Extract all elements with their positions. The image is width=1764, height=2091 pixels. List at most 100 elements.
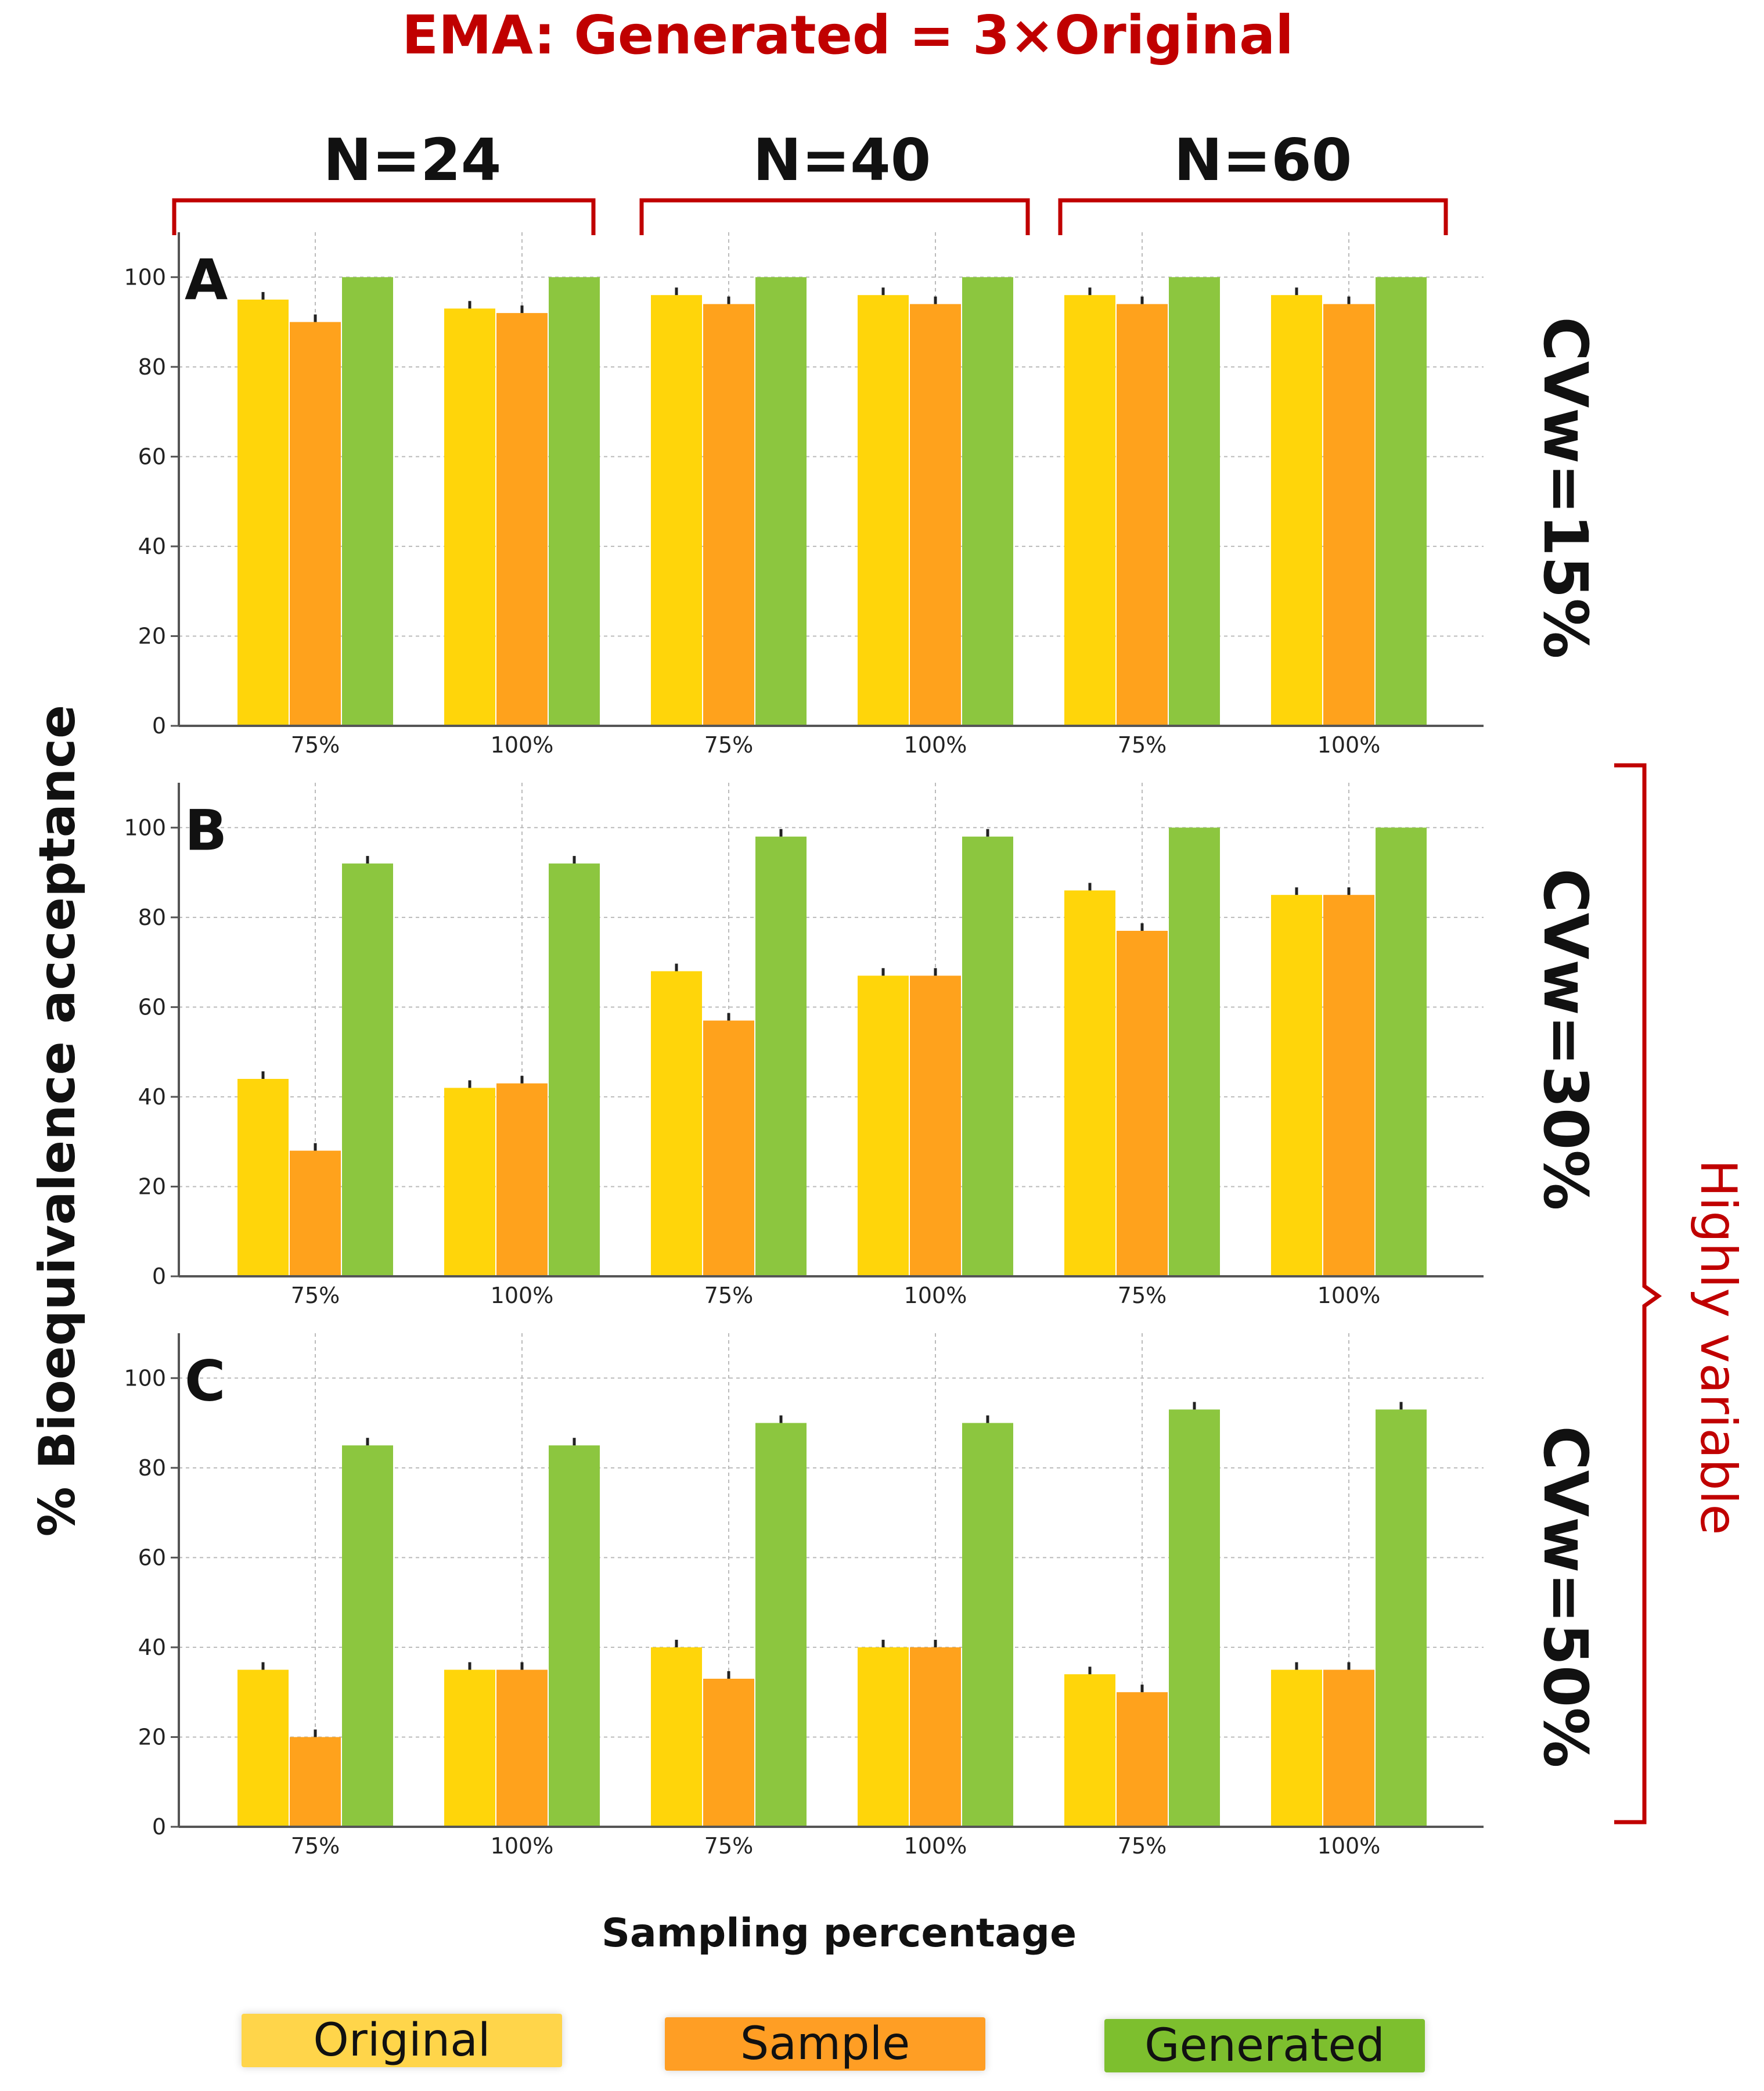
- x-tick-label: 100%: [491, 1283, 554, 1308]
- bar-original: [858, 1647, 909, 1827]
- cv-label-c: CVw=50%: [1530, 1426, 1601, 1768]
- panel-letter-b: B: [185, 798, 227, 863]
- y-axis-label: % Bioequivalence acceptance: [28, 705, 87, 1537]
- y-tick-label: 0: [152, 713, 166, 739]
- group-label-n40: N=40: [753, 126, 931, 194]
- highly-variable-bracket: [1614, 763, 1662, 1824]
- x-tick-label: 75%: [1118, 732, 1167, 758]
- bar-generated: [962, 277, 1013, 726]
- x-tick-label: 100%: [1317, 1833, 1381, 1859]
- panel-c: 75% 100% 75% 100% 75% 100% 0 20 40 60 80 100 C CVw=50…: [124, 1333, 1601, 1859]
- x-tick-label: 75%: [291, 1283, 340, 1308]
- bar-original: [1064, 1674, 1115, 1827]
- x-tick-label: 100%: [904, 1283, 967, 1308]
- y-tick-label: 40: [138, 1635, 166, 1660]
- bar-generated: [549, 1445, 600, 1827]
- bar-original: [444, 1088, 495, 1276]
- legend-generated-label: Generated: [1144, 2020, 1385, 2072]
- y-tick-label: 80: [138, 905, 166, 930]
- bar-generated: [1376, 277, 1427, 726]
- y-tick-label: 60: [138, 994, 166, 1020]
- bar-original: [1271, 295, 1322, 726]
- y-tick-label: 40: [138, 534, 166, 559]
- bar-sample: [1117, 931, 1168, 1276]
- legend-generated: Generated: [1104, 2019, 1425, 2072]
- y-tick-label: 20: [138, 1174, 166, 1199]
- y-tick-label: 100: [124, 1365, 166, 1391]
- bar-original: [651, 295, 702, 726]
- bar-generated: [342, 1445, 393, 1827]
- y-tick-label: 100: [124, 264, 166, 290]
- y-tick-label: 20: [138, 1724, 166, 1750]
- y-tick-label: 100: [124, 815, 166, 840]
- bar-sample: [496, 1669, 548, 1827]
- x-tick-label: 75%: [291, 732, 340, 758]
- x-tick-label: 100%: [904, 1833, 967, 1859]
- x-tick-label: 75%: [704, 1833, 753, 1859]
- x-tick-label: 75%: [704, 1283, 753, 1308]
- bar-generated: [962, 1423, 1013, 1827]
- x-tick-label: 100%: [1317, 1283, 1381, 1308]
- y-tick-label: 60: [138, 444, 166, 469]
- group-label-n60: N=60: [1174, 126, 1352, 194]
- cv-label-b: CVw=30%: [1530, 869, 1601, 1211]
- bar-sample: [910, 1647, 961, 1827]
- legend-original-label: Original: [313, 2014, 491, 2067]
- bar-original: [237, 1079, 289, 1276]
- legend-original: Original: [242, 2014, 562, 2067]
- bar-sample: [290, 1150, 341, 1276]
- x-tick-label: 75%: [1118, 1283, 1167, 1308]
- group-bracket-n60: [1058, 198, 1448, 235]
- bar-sample: [1117, 1692, 1168, 1827]
- panel-letter-a: A: [185, 247, 228, 312]
- x-tick-label: 75%: [1118, 1833, 1167, 1859]
- group-bracket-n40: [639, 198, 1030, 235]
- bar-generated: [962, 836, 1013, 1276]
- bar-sample: [1323, 895, 1374, 1276]
- chart-title: EMA: Generated = 3×Original: [402, 4, 1293, 66]
- bar-generated: [1376, 827, 1427, 1276]
- bar-original: [1271, 895, 1322, 1276]
- legend-sample-label: Sample: [740, 2018, 910, 2070]
- bar-original: [444, 308, 495, 726]
- cv-label-a: CVw=15%: [1530, 317, 1601, 659]
- bar-original: [237, 1669, 289, 1827]
- bar-sample: [496, 313, 548, 726]
- bar-original: [237, 299, 289, 726]
- bar-sample: [290, 322, 341, 726]
- group-label-n24: N=24: [323, 126, 502, 194]
- bar-generated: [1169, 277, 1220, 726]
- bar-generated: [755, 1423, 807, 1827]
- bar-original: [651, 971, 702, 1276]
- y-tick-label: 80: [138, 1455, 166, 1481]
- x-axis-label: Sampling percentage: [602, 1910, 1077, 1956]
- x-tick-label: 100%: [904, 732, 967, 758]
- bar-sample: [1323, 304, 1374, 726]
- bar-generated: [1169, 827, 1220, 1276]
- legend-sample: Sample: [665, 2017, 985, 2071]
- bar-original: [1064, 295, 1115, 726]
- y-tick-label: 80: [138, 354, 166, 380]
- group-bracket-n24: [172, 198, 596, 235]
- bar-generated: [755, 836, 807, 1276]
- bar-generated: [1169, 1409, 1220, 1827]
- y-tick-label: 0: [152, 1814, 166, 1840]
- x-tick-label: 100%: [491, 1833, 554, 1859]
- bar-generated: [549, 863, 600, 1276]
- bar-sample: [1117, 304, 1168, 726]
- bar-sample: [496, 1083, 548, 1276]
- bar-original: [1271, 1669, 1322, 1827]
- bar-sample: [910, 976, 961, 1276]
- y-tick-label: 40: [138, 1084, 166, 1110]
- x-tick-label: 100%: [1317, 732, 1381, 758]
- bar-sample: [910, 304, 961, 726]
- bar-generated: [342, 863, 393, 1276]
- bar-sample: [1323, 1669, 1374, 1827]
- bar-original: [858, 976, 909, 1276]
- bar-sample: [703, 1020, 754, 1276]
- highly-variable-label: Highly variable: [1689, 1160, 1747, 1535]
- x-tick-label: 75%: [291, 1833, 340, 1859]
- x-tick-label: 100%: [491, 732, 554, 758]
- group-headers: N=24 N=40 N=60: [172, 126, 1448, 235]
